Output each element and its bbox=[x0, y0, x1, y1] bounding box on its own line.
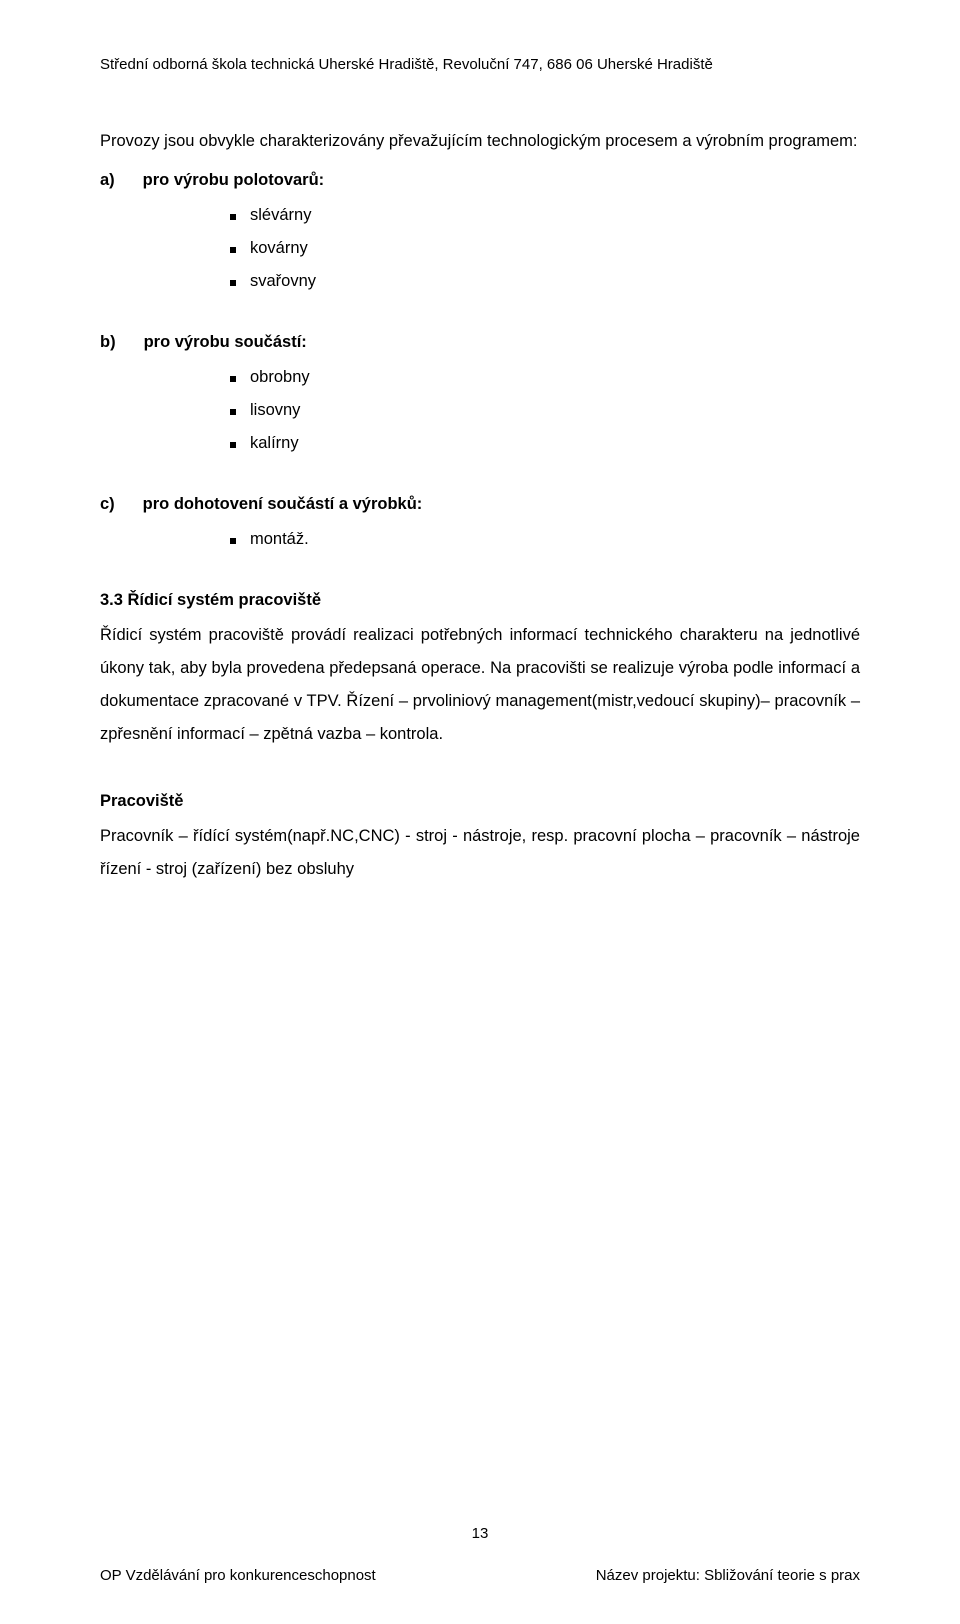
list-item-label: svařovny bbox=[250, 265, 316, 298]
list-item-label: kalírny bbox=[250, 427, 299, 460]
list-item: lisovny bbox=[230, 394, 860, 427]
footer-left: OP Vzdělávání pro konkurenceschopnost bbox=[100, 1567, 376, 1584]
list-item: slévárny bbox=[230, 199, 860, 232]
list-b-title: pro výrobu součástí: bbox=[144, 326, 307, 359]
list-item-label: kovárny bbox=[250, 232, 308, 265]
list-item: kovárny bbox=[230, 232, 860, 265]
list-a-title: pro výrobu polotovarů: bbox=[143, 164, 325, 197]
list-b: b) pro výrobu součástí: obrobny lisovny … bbox=[100, 326, 860, 460]
bullet-icon bbox=[230, 409, 236, 415]
bullet-icon bbox=[230, 214, 236, 220]
footer-right: Název projektu: Sbližování teorie s prax bbox=[596, 1567, 860, 1584]
bullet-icon bbox=[230, 247, 236, 253]
list-item-label: obrobny bbox=[250, 361, 310, 394]
list-item: svařovny bbox=[230, 265, 860, 298]
list-c-letter: c) bbox=[100, 488, 115, 521]
sub-heading: Pracoviště bbox=[100, 785, 860, 818]
list-a: a) pro výrobu polotovarů: slévárny kovár… bbox=[100, 164, 860, 298]
page-number: 13 bbox=[0, 1525, 960, 1542]
list-item: kalírny bbox=[230, 427, 860, 460]
list-c: c) pro dohotovení součástí a výrobků: mo… bbox=[100, 488, 860, 556]
list-item-label: slévárny bbox=[250, 199, 311, 232]
intro-paragraph: Provozy jsou obvykle charakterizovány př… bbox=[100, 125, 860, 158]
bullet-icon bbox=[230, 538, 236, 544]
sub-body: Pracovník – řídící systém(např.NC,CNC) -… bbox=[100, 820, 860, 886]
list-item: montáž. bbox=[230, 523, 860, 556]
list-a-letter: a) bbox=[100, 164, 115, 197]
list-item-label: lisovny bbox=[250, 394, 300, 427]
section-body: Řídicí systém pracoviště provádí realiza… bbox=[100, 619, 860, 751]
list-item: obrobny bbox=[230, 361, 860, 394]
page-header: Střední odborná škola technická Uherské … bbox=[100, 56, 860, 73]
bullet-icon bbox=[230, 280, 236, 286]
bullet-icon bbox=[230, 376, 236, 382]
bullet-icon bbox=[230, 442, 236, 448]
list-item-label: montáž. bbox=[250, 523, 309, 556]
list-b-letter: b) bbox=[100, 326, 116, 359]
page-footer: OP Vzdělávání pro konkurenceschopnost Ná… bbox=[100, 1567, 860, 1584]
section-heading: 3.3 Řídicí systém pracoviště bbox=[100, 584, 860, 617]
list-c-title: pro dohotovení součástí a výrobků: bbox=[143, 488, 423, 521]
